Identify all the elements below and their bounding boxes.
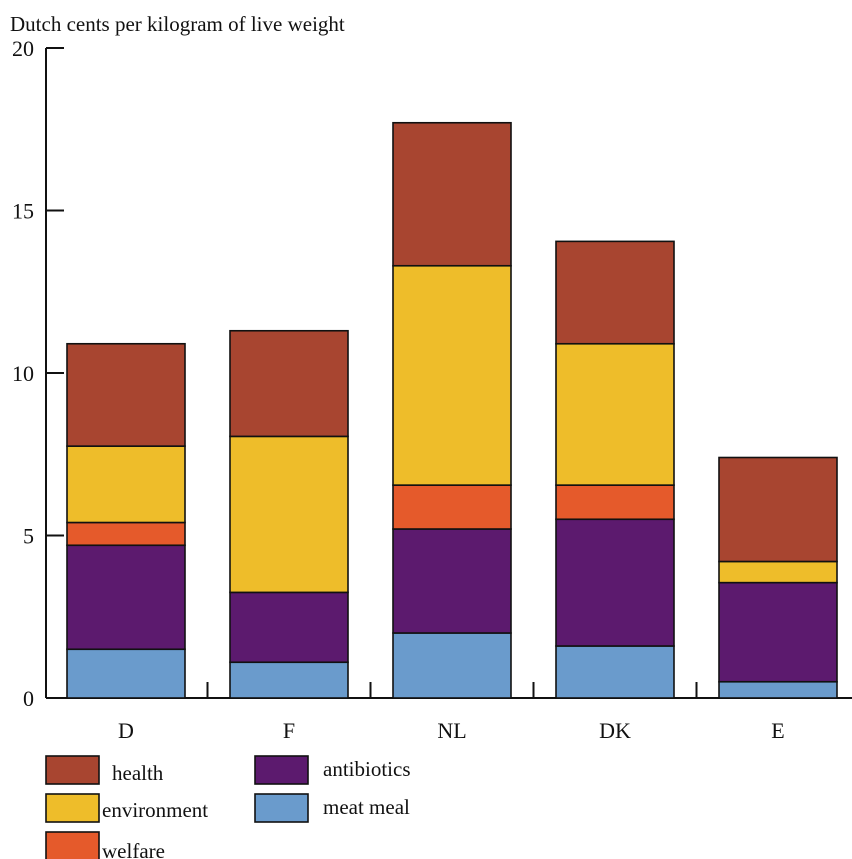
bars	[66, 121, 838, 699]
x-tick-label-dk: DK	[599, 718, 631, 743]
bar-nl-antibiotics	[392, 528, 512, 634]
legend-label-welfare: welfare	[102, 839, 165, 859]
bar-d-welfare	[66, 521, 186, 547]
bar-dk-welfare	[555, 484, 675, 521]
legend-swatch-environment	[45, 793, 100, 823]
bar-e-antibiotics	[718, 581, 838, 683]
bar-e-environment	[718, 560, 838, 584]
y-tick-label-10: 10	[12, 361, 34, 386]
bar-f-health	[229, 329, 349, 438]
y-tick-label-15: 15	[12, 199, 34, 224]
legend-label-environment: environment	[102, 798, 208, 822]
legend-label-antibiotics: antibiotics	[323, 757, 411, 781]
legend-swatch-antibiotics	[254, 755, 309, 785]
bar-dk-health	[555, 240, 675, 345]
x-tick-label-nl: NL	[437, 718, 466, 743]
bar-nl-environment	[392, 264, 512, 486]
legend-swatch-welfare	[45, 831, 100, 859]
bar-f-antibiotics	[229, 591, 349, 664]
bar-d-health	[66, 342, 186, 447]
bar-e-meat-meal	[718, 680, 838, 699]
bar-e-health	[718, 456, 838, 563]
legend-swatch-meat-meal	[254, 793, 309, 823]
y-tick-label-5: 5	[23, 524, 34, 549]
y-tick-label-20: 20	[12, 36, 34, 61]
bar-f-environment	[229, 435, 349, 594]
x-tick-label-f: F	[283, 718, 295, 743]
y-axis-title: Dutch cents per kilogram of live weight	[10, 12, 345, 36]
bar-d-environment	[66, 445, 186, 524]
bar-d-meat-meal	[66, 648, 186, 699]
y-tick-label-0: 0	[23, 686, 34, 711]
legend-label-health: health	[112, 761, 164, 785]
legend-label-meat-meal: meat meal	[323, 795, 410, 819]
bar-dk-antibiotics	[555, 518, 675, 647]
x-tick-label-d: D	[118, 718, 134, 743]
legend: health environment welfare antibiotics meat …	[45, 755, 411, 859]
x-tick-labels: D F NL DK E	[118, 718, 785, 743]
bar-nl-welfare	[392, 484, 512, 530]
x-tick-label-e: E	[771, 718, 784, 743]
bar-dk-meat-meal	[555, 645, 675, 699]
bar-nl-meat-meal	[392, 632, 512, 699]
bar-f-meat-meal	[229, 661, 349, 699]
legend-swatch-health	[45, 755, 100, 785]
bar-d-antibiotics	[66, 544, 186, 651]
bar-dk-environment	[555, 342, 675, 486]
bar-nl-health	[392, 121, 512, 267]
